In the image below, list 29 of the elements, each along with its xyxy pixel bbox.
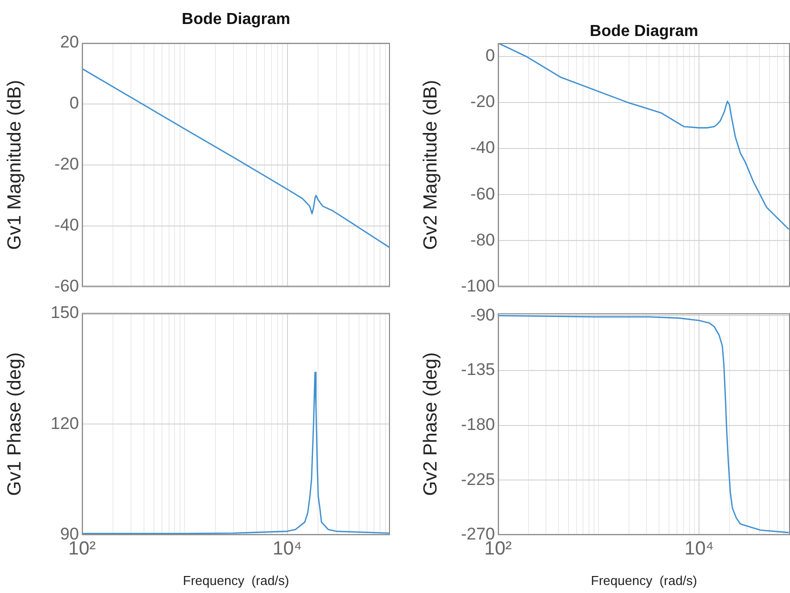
y-tick-label: -180 [460,415,495,434]
x-tick-label: 10² [484,538,512,560]
y-tick-label: -40 [470,138,495,158]
x-axis-title: Frequency (rad/s) [590,572,698,588]
y-tick-label: 20 [60,32,79,52]
x-tick-label: 10⁴ [272,538,302,560]
y-tick-label: -20 [54,154,79,174]
y-axis-title: Gv2 Magnitude (dB) [420,80,442,250]
y-tick-label: -225 [460,470,495,489]
y-tick-label: 120 [50,414,79,433]
y-tick-label: -80 [470,230,495,250]
chart-title: Bode Diagram [182,11,290,28]
y-axis-title: Gv1 Phase (deg) [4,352,26,496]
y-tick-label: -20 [470,92,495,112]
chart-title: Bode Diagram [590,23,698,40]
y-tick-label: -100 [460,276,495,296]
y-axis-title: Gv2 Phase (deg) [420,352,442,496]
y-tick-label: -135 [460,360,495,380]
y-tick-label: -60 [470,184,495,204]
x-axis-title: Frequency (rad/s) [182,572,290,588]
y-tick-label: -90 [470,305,495,324]
y-tick-label: 0 [486,46,495,66]
y-tick-label: 0 [70,94,79,113]
y-axis-title: Gv1 Magnitude (dB) [4,80,26,250]
y-tick-label: -40 [54,216,79,235]
y-tick-label: 150 [50,302,79,322]
y-tick-label: -60 [54,276,79,296]
x-tick-label: 10² [68,538,96,560]
x-tick-label: 10⁴ [684,538,714,560]
